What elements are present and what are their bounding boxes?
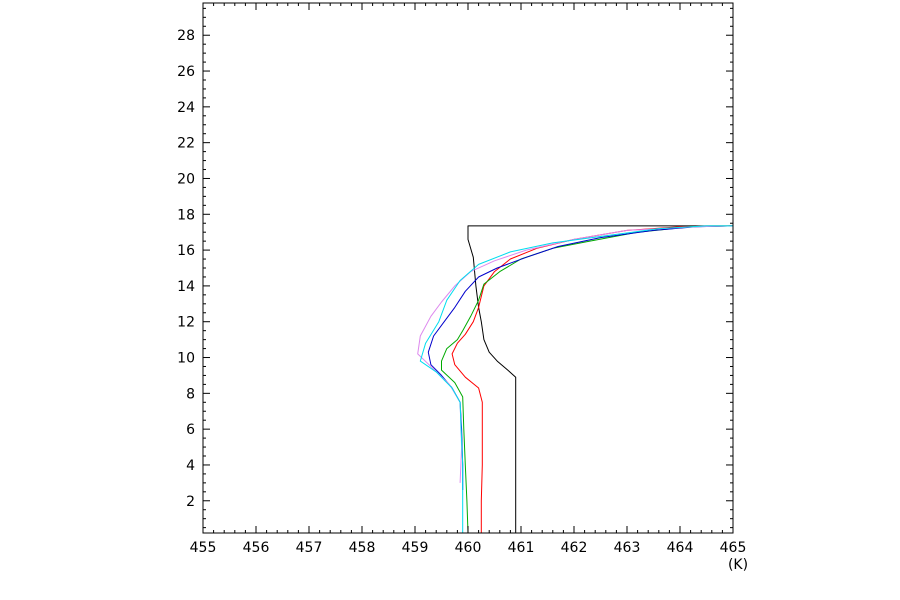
x-tick-label: 463 [614,540,641,556]
x-tick-label: 465 [720,540,747,556]
x-tick-label: 462 [561,540,588,556]
x-axis-unit-label: (K) [728,557,748,573]
x-tick-label: 456 [243,540,270,556]
plot-frame [202,2,734,534]
x-tick-label: 459 [402,540,429,556]
y-tick-label: 16 [177,243,195,259]
y-tick-label: 8 [186,386,195,402]
series-line-6 [419,225,733,533]
y-tick-label: 20 [177,171,195,187]
y-tick-label: 18 [177,207,195,223]
y-tick-label: 14 [177,279,195,295]
series-line-1 [467,225,733,533]
ticks-layer: 455 456 457 458 459 460 461 462 463 464 4652468101… [177,3,746,556]
y-tick-label: 22 [177,136,195,152]
x-tick-label: 464 [667,540,694,556]
x-tick-label: 460 [455,540,482,556]
x-tick-label: 461 [508,540,535,556]
y-tick-label: 6 [186,422,195,438]
series-line-5 [417,225,734,483]
y-tick-label: 12 [177,315,195,331]
y-tick-label: 4 [186,458,195,474]
y-tick-label: 2 [186,494,195,510]
y-tick-label: 24 [177,100,195,116]
y-tick-label: 26 [177,64,195,80]
x-tick-label: 455 [190,540,217,556]
x-tick-label: 457 [296,540,323,556]
series-layer [417,225,734,534]
series-line-2 [451,225,734,533]
y-tick-label: 10 [177,351,195,367]
x-tick-label: 458 [349,540,376,556]
y-tick-label: 28 [177,28,195,44]
series-line-3 [441,225,734,534]
